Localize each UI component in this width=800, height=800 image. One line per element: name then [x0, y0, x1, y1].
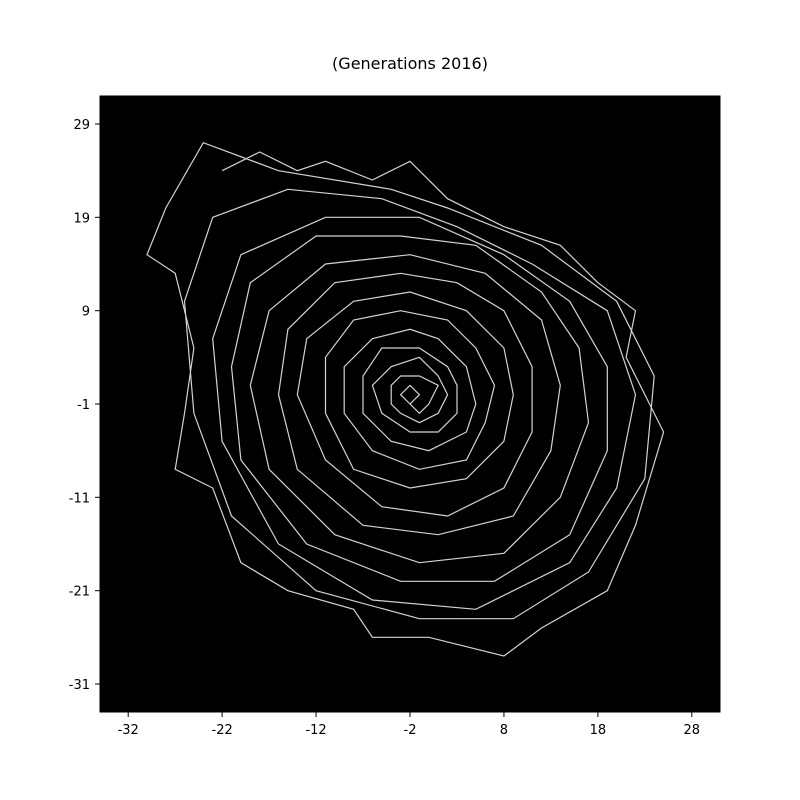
y-tick-label: -11 [69, 491, 90, 506]
chart-title: (Generations 2016) [332, 54, 488, 73]
y-tick-label: 9 [82, 305, 90, 320]
x-tick-label: 28 [684, 723, 701, 738]
x-tick-label: 8 [500, 723, 508, 738]
y-axis: 29 19 9 -1 -11 -21 -31 [69, 118, 100, 693]
x-tick-label: 18 [590, 723, 607, 738]
x-tick-label: -2 [404, 723, 417, 738]
x-tick-label: -32 [118, 723, 139, 738]
y-tick-label: 29 [73, 118, 90, 133]
y-tick-label: -1 [77, 398, 90, 413]
series-line-0 [146, 141, 665, 657]
y-tick-label: -31 [69, 678, 90, 693]
y-tick-label: 19 [73, 211, 90, 226]
x-tick-label: -12 [305, 723, 326, 738]
x-axis: -32 -22 -12 -2 8 18 28 [118, 712, 701, 738]
x-tick-label: -22 [212, 723, 233, 738]
y-tick-label: -21 [69, 585, 90, 600]
series-layer [146, 141, 665, 657]
